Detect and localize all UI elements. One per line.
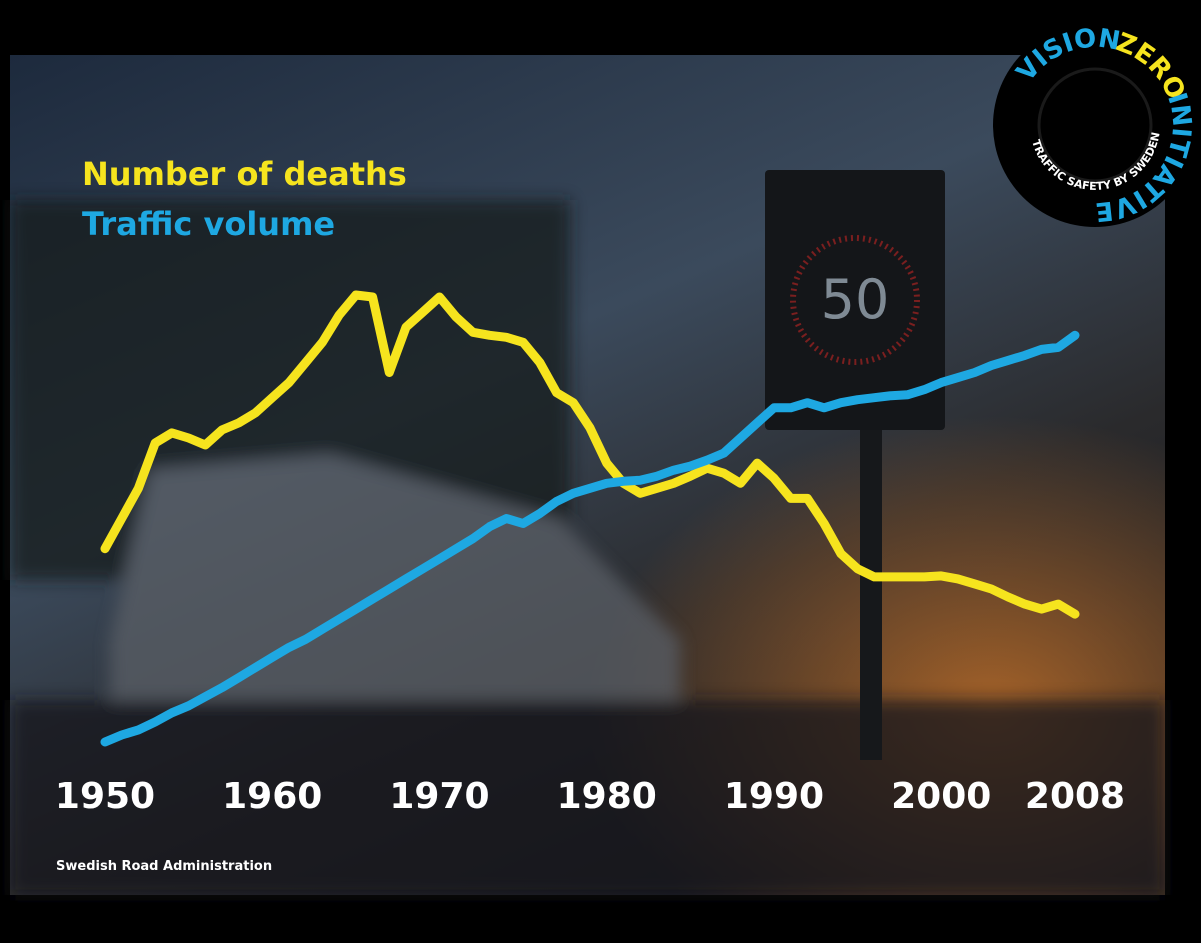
series-line (100, 290, 1080, 619)
source: Swedish Road Administration (56, 859, 272, 874)
x-tick-label: 2000 (891, 776, 991, 817)
x-tick-label: 1990 (724, 776, 824, 817)
photo: 50 (10, 55, 1165, 895)
legend-label: Traffic volume (82, 205, 335, 243)
road-sign (765, 170, 945, 430)
sign-text: 50 (821, 268, 890, 331)
x-tick-label: 1980 (557, 776, 657, 817)
x-tick-label: 1950 (55, 776, 155, 817)
x-tick-label: 1960 (222, 776, 322, 817)
series-line (100, 330, 1080, 747)
legend-label: Number of deaths (82, 155, 407, 193)
x-tick-label: 2008 (1025, 776, 1125, 817)
x-tick-label: 1970 (389, 776, 489, 817)
logo: VISION ZERO INITIATIVE TRAFFIC SAFETY BY… (993, 23, 1197, 227)
